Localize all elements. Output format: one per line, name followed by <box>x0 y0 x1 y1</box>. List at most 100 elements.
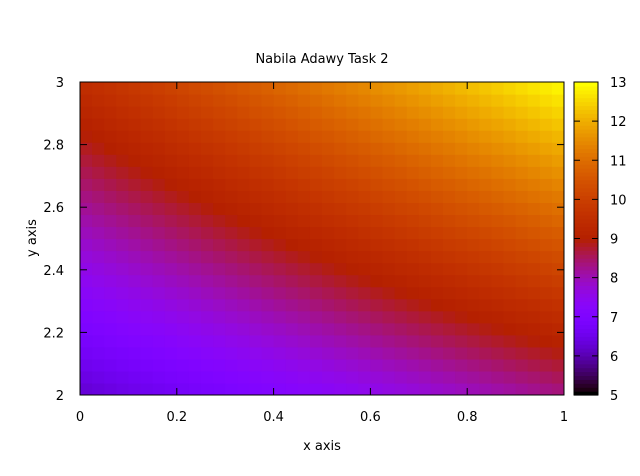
heatmap-cell <box>491 322 505 336</box>
colorbar-segment <box>574 156 598 161</box>
heatmap-cell <box>297 106 311 119</box>
heatmap-cell <box>430 322 444 336</box>
heatmap-cell <box>309 202 323 216</box>
heatmap-cell <box>539 166 553 179</box>
heatmap-cell <box>418 178 432 191</box>
heatmap-cell <box>273 94 287 107</box>
heatmap-cell <box>273 382 287 395</box>
heatmap-cell <box>443 262 456 276</box>
colorbar-segment <box>574 383 598 388</box>
heatmap-cell <box>285 190 299 203</box>
colorbar-segment <box>574 132 598 138</box>
heatmap-cell <box>80 166 93 179</box>
heatmap-cell <box>382 346 396 360</box>
heatmap-cell <box>176 238 190 252</box>
heatmap-cell <box>491 286 505 300</box>
heatmap-cell <box>334 238 347 252</box>
heatmap-cell <box>92 202 105 216</box>
plot-border <box>79 81 565 396</box>
heatmap-cell <box>249 142 263 155</box>
heatmap-cell <box>80 118 93 131</box>
heatmap-cell <box>285 358 299 372</box>
heatmap-cell <box>188 310 202 324</box>
heatmap-cell <box>515 154 529 167</box>
heatmap-cell <box>92 214 105 228</box>
heatmap-cell <box>515 178 529 191</box>
heatmap-cell <box>430 262 444 276</box>
heatmap-cell <box>213 178 226 191</box>
heatmap-cell <box>479 106 492 119</box>
y-tick-label: 2.8 <box>43 139 64 154</box>
heatmap-cell <box>418 346 432 360</box>
heatmap-cell <box>515 298 529 312</box>
heatmap-cell <box>358 202 371 216</box>
heatmap-cell <box>418 370 432 384</box>
heatmap-cell <box>551 334 564 348</box>
heatmap-cell <box>491 250 505 264</box>
heatmap-cell <box>104 274 117 288</box>
heatmap-cell <box>309 262 323 276</box>
heatmap-cell <box>249 106 263 119</box>
heatmap-cell <box>491 370 505 384</box>
colorbar-segment <box>574 316 598 322</box>
heatmap-cell <box>539 250 553 264</box>
heatmap-cell <box>249 382 263 395</box>
heatmap-cell <box>322 178 335 191</box>
heatmap-cell <box>527 370 541 384</box>
heatmap-cell <box>430 226 444 240</box>
heatmap-cell <box>80 106 93 119</box>
heatmap-cell <box>406 178 420 191</box>
heatmap-cell <box>322 238 335 252</box>
heatmap-cell <box>261 226 275 240</box>
heatmap-cell <box>80 130 93 143</box>
heatmap-cell <box>394 238 408 252</box>
heatmap-cell <box>455 226 468 240</box>
heatmap-cell <box>491 202 505 216</box>
heatmap-cell <box>346 370 359 384</box>
heatmap-cell <box>152 250 166 264</box>
heatmap-cell <box>527 94 541 107</box>
colorbar-segment <box>574 285 598 290</box>
heatmap-cell <box>213 190 226 203</box>
heatmap-cell <box>104 298 117 312</box>
heatmap-cell <box>92 154 105 167</box>
heatmap-cell <box>285 142 299 155</box>
heatmap-cell <box>116 310 129 324</box>
heatmap-cell <box>92 250 105 264</box>
heatmap-cell <box>164 94 178 107</box>
heatmap-cell <box>491 298 505 312</box>
heatmap-cell <box>128 202 142 216</box>
heatmap-cell <box>455 262 468 276</box>
heatmap-cell <box>467 166 480 179</box>
heatmap-cell <box>213 322 226 336</box>
heatmap-cell <box>225 334 238 348</box>
heatmap-cell <box>334 82 347 95</box>
heatmap-cell <box>527 106 541 119</box>
heatmap-cell <box>297 118 311 131</box>
heatmap-cell <box>406 214 420 228</box>
colorbar-tick-label: 13 <box>610 76 627 91</box>
heatmap-cell <box>394 226 408 240</box>
heatmap-cell <box>503 286 517 300</box>
heatmap-cell <box>539 94 553 107</box>
colorbar-segment <box>574 246 598 251</box>
heatmap-cell <box>418 262 432 276</box>
heatmap-cell <box>201 82 214 95</box>
colorbar-segment <box>574 289 598 294</box>
heatmap-cell <box>515 286 529 300</box>
heatmap-cell <box>551 322 564 336</box>
heatmap-cell <box>237 82 250 95</box>
heatmap-cell <box>128 334 142 348</box>
heatmap-cell <box>249 274 263 288</box>
heatmap-cell <box>394 370 408 384</box>
heatmap-cell <box>249 346 263 360</box>
heatmap-cell <box>406 382 420 395</box>
heatmap-cell <box>539 334 553 348</box>
heatmap-cell <box>370 250 384 264</box>
heatmap-cell <box>309 226 323 240</box>
heatmap-cell <box>551 214 564 228</box>
heatmap-cell <box>491 130 505 143</box>
heatmap-cell <box>491 358 505 372</box>
heatmap-cell <box>479 226 492 240</box>
heatmap-cell <box>430 82 444 95</box>
